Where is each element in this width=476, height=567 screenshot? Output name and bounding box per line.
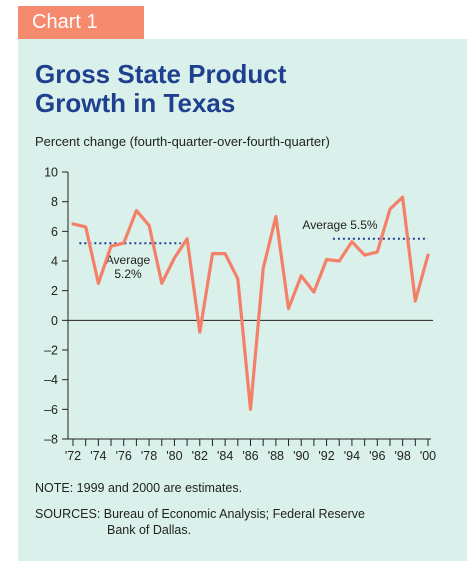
x-tick-label: '80 (166, 449, 182, 463)
x-tick-label: '82 (192, 449, 208, 463)
chart-title-line-2: Growth in Texas (35, 88, 236, 118)
y-tick-label: 10 (44, 166, 58, 180)
y-tick-label: 0 (51, 314, 58, 328)
x-tick-label: '00 (420, 449, 436, 463)
chart-subtitle: Percent change (fourth-quarter-over-four… (35, 134, 330, 149)
sources: SOURCES: Bureau of Economic Analysis; Fe… (35, 506, 365, 538)
series-line (71, 195, 430, 411)
y-tick-label: 8 (51, 195, 58, 209)
x-tick-label: '88 (268, 449, 284, 463)
x-tick-label: '92 (318, 449, 334, 463)
chart-panel (18, 39, 467, 561)
x-tick-label: '90 (293, 449, 309, 463)
x-tick-label: '74 (90, 449, 106, 463)
chart-title: Gross State Product Growth in Texas (35, 60, 415, 118)
y-tick-label: 2 (51, 284, 58, 298)
footnote: NOTE: 1999 and 2000 are estimates. (35, 481, 243, 495)
average-label: Average (106, 253, 151, 267)
x-tick-label: '76 (116, 449, 132, 463)
x-tick-label: '78 (141, 449, 157, 463)
y-tick-label: –8 (44, 433, 58, 447)
y-tick-label: –2 (44, 344, 58, 358)
x-tick-label: '72 (65, 449, 81, 463)
y-tick-label: –4 (44, 373, 58, 387)
y-tick-label: 6 (51, 225, 58, 239)
average-label: Average 5.5% (302, 218, 377, 232)
y-tick-label: 4 (51, 255, 58, 269)
x-tick-label: '98 (394, 449, 410, 463)
x-tick-label: '84 (217, 449, 233, 463)
chart-title-line-1: Gross State Product (35, 59, 287, 89)
x-tick-label: '94 (344, 449, 360, 463)
average-label: 5.2% (114, 267, 142, 281)
sources-line-2: Bank of Dallas. (107, 523, 192, 537)
x-tick-label: '86 (242, 449, 258, 463)
chart-number-tab: Chart 1 (18, 6, 144, 39)
x-tick-label: '96 (369, 449, 385, 463)
sources-line-1: SOURCES: Bureau of Economic Analysis; Fe… (35, 507, 365, 521)
y-tick-label: –6 (44, 403, 58, 417)
